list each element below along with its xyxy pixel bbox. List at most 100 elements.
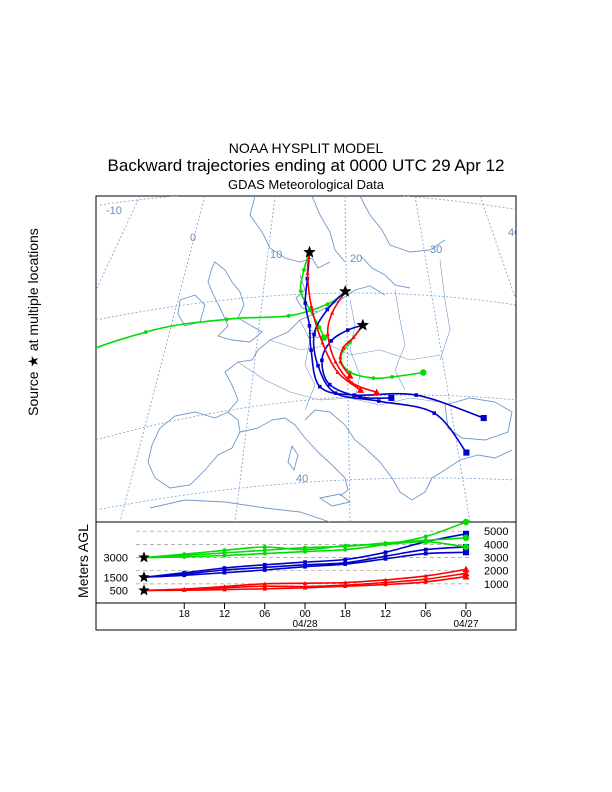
start-height-label: 3000 — [104, 553, 128, 565]
height-point — [343, 580, 348, 585]
border — [439, 259, 451, 361]
map-trajectory-point — [302, 268, 306, 272]
coastline — [239, 417, 349, 497]
map-trajectory-point — [335, 370, 340, 374]
map-trajectory-point — [56, 368, 60, 372]
start-height-label: 1500 — [104, 572, 128, 584]
height-point — [222, 566, 227, 570]
start-star — [138, 551, 150, 563]
height-point — [303, 547, 307, 552]
grid-label: 40 — [508, 227, 520, 239]
height-point — [262, 568, 267, 572]
start-star — [138, 584, 150, 596]
map-trajectory-point — [341, 345, 346, 350]
map-trajectory-point — [298, 289, 303, 293]
height-point — [303, 564, 307, 569]
longitude-line — [96, 196, 141, 291]
map-trajectory-point — [286, 313, 291, 318]
height-trajectories — [143, 518, 470, 592]
map-trajectory-point — [303, 301, 308, 305]
latitude-line — [99, 196, 516, 210]
height-point — [462, 534, 470, 542]
coastline — [359, 196, 446, 253]
border — [299, 319, 316, 411]
height-point — [182, 586, 187, 591]
height-panel-frame — [95, 521, 517, 631]
height-point — [462, 549, 470, 556]
map-trajectory-point — [320, 334, 328, 341]
height-point — [302, 584, 308, 589]
latitude-line — [96, 292, 516, 321]
map-trajectory-point — [345, 328, 350, 332]
map-trajectory-point — [351, 335, 356, 339]
coastline — [444, 449, 513, 471]
map-trajectory-line — [312, 290, 468, 454]
coastline — [304, 409, 366, 449]
map-trajectories — [56, 245, 487, 456]
right-height-label: 1000 — [484, 579, 508, 591]
height-point — [182, 570, 187, 575]
data-source-title: GDAS Meteorological Data — [227, 177, 385, 192]
height-point — [343, 547, 348, 552]
height-point — [423, 547, 428, 552]
latitude-line — [96, 477, 516, 511]
map-trajectory-point — [325, 331, 330, 336]
map-layer: -10 0 10 20 30 40 50 40 — [96, 196, 520, 522]
height-point — [423, 573, 428, 578]
map-trajectory-point — [373, 388, 381, 396]
grid-label: -10 — [106, 205, 122, 217]
start-height-label: 500 — [110, 585, 128, 597]
map-trajectory-line — [304, 252, 484, 419]
time-tick-label: 12 — [380, 609, 392, 620]
grid-label: 40 — [296, 473, 308, 485]
map-trajectory-point — [330, 310, 335, 315]
date-label: 04/27 — [453, 619, 478, 630]
time-tick-label: 00 — [299, 609, 311, 620]
height-point — [383, 577, 388, 582]
right-height-label: 4000 — [484, 539, 508, 551]
right-height-label: 2000 — [484, 566, 508, 578]
map-trajectory-point — [325, 307, 330, 312]
longitude-line — [414, 196, 471, 522]
grid-label: 30 — [430, 244, 442, 256]
map-trajectory-point — [317, 384, 322, 389]
grid-label: 0 — [190, 232, 196, 244]
coastlines — [147, 196, 513, 522]
height-point — [302, 580, 308, 585]
height-point — [383, 554, 388, 559]
height-point — [303, 562, 307, 567]
height-point — [262, 581, 267, 586]
border — [237, 361, 441, 406]
map-trajectory-line — [326, 291, 377, 393]
height-point — [222, 548, 227, 553]
coastline — [149, 499, 331, 522]
height-point — [343, 543, 348, 548]
height-point — [383, 542, 388, 547]
height-point — [262, 586, 267, 591]
height-point — [383, 580, 388, 585]
coastline — [311, 196, 346, 263]
height-point — [423, 534, 428, 539]
height-point — [262, 545, 267, 549]
time-tick-label: 18 — [179, 609, 191, 620]
map-trajectory-point — [348, 370, 352, 375]
coastline — [295, 274, 319, 313]
coastline — [207, 261, 263, 343]
time-tick-label: 18 — [340, 609, 352, 620]
map-trajectory-line — [299, 252, 325, 338]
coastline — [287, 444, 299, 472]
map-trajectory-point — [224, 317, 229, 322]
map-trajectory-line — [339, 324, 424, 380]
map-trajectory-point — [325, 302, 330, 307]
height-point — [383, 556, 388, 561]
map-trajectory-point — [356, 386, 365, 393]
longitude-line — [234, 196, 276, 522]
height-point — [222, 568, 227, 572]
height-point — [262, 551, 267, 556]
map-trajectory-point — [316, 363, 320, 368]
map-trajectory-point — [309, 304, 314, 309]
longitude-line — [479, 196, 516, 301]
source-star — [303, 245, 316, 258]
